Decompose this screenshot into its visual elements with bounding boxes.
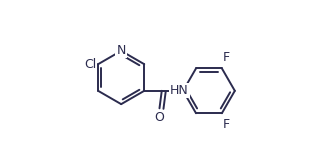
- Text: O: O: [155, 111, 164, 124]
- Text: HN: HN: [170, 84, 188, 97]
- Text: F: F: [223, 118, 230, 131]
- Text: N: N: [116, 44, 126, 57]
- Text: F: F: [223, 51, 230, 64]
- Text: Cl: Cl: [84, 58, 96, 71]
